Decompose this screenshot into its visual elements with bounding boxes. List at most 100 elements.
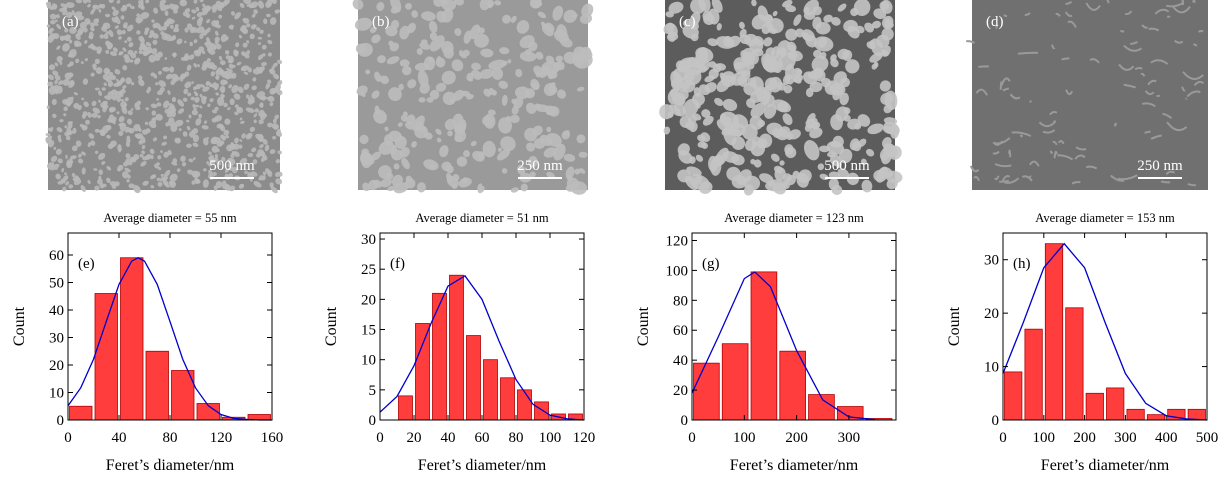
- bar: [70, 406, 93, 420]
- bar: [450, 275, 464, 420]
- x-tick-label: 0: [688, 430, 696, 446]
- histogram-chart: Average diameter = 51 nm 0 20 40 60 80 100 120 0…: [323, 211, 595, 474]
- particle: [966, 41, 974, 43]
- bar: [535, 402, 549, 420]
- bar: [467, 336, 481, 420]
- bar: [1107, 388, 1124, 420]
- y-tick-label: 10: [361, 353, 376, 369]
- x-tick-label: 120: [573, 430, 596, 446]
- x-tick-label: 80: [163, 430, 178, 446]
- bar: [1066, 308, 1083, 420]
- scale-bar-label: 250 nm: [517, 158, 563, 174]
- sem-image: (c) 500 nm: [658, 0, 904, 197]
- particle: [1135, 68, 1142, 69]
- y-axis-label: Count: [635, 306, 652, 346]
- bar: [95, 294, 118, 421]
- scale-bar-label: 500 nm: [824, 158, 870, 174]
- y-tick-label: 30: [984, 253, 999, 269]
- particle: [1188, 184, 1196, 185]
- x-tick-label: 0: [64, 430, 72, 446]
- y-tick-label: 20: [361, 292, 376, 308]
- x-axis-label: Feret’s diameter/nm: [1041, 457, 1170, 474]
- particle: [1193, 0, 1195, 2]
- x-tick-label: 160: [261, 430, 284, 446]
- x-tick-label: 40: [441, 430, 456, 446]
- chart-title: Average diameter = 123 nm: [724, 211, 864, 225]
- bar: [501, 378, 515, 420]
- y-tick-label: 40: [49, 303, 64, 319]
- particle: [1115, 123, 1116, 126]
- y-tick-label: 15: [361, 323, 376, 339]
- bar: [433, 293, 447, 420]
- panel-label: (f): [390, 256, 405, 272]
- x-tick-label: 120: [210, 430, 233, 446]
- x-tick-label: 300: [1114, 430, 1137, 446]
- particle: [172, 158, 177, 163]
- y-axis-label: Count: [11, 306, 28, 346]
- y-tick-label: 20: [984, 306, 999, 322]
- x-tick-label: 80: [509, 430, 524, 446]
- chart-title: Average diameter = 51 nm: [415, 211, 548, 225]
- bar: [1086, 393, 1103, 420]
- particle: [579, 152, 588, 158]
- y-tick-label: 60: [49, 248, 64, 264]
- scale-bar-label: 250 nm: [1137, 158, 1183, 174]
- particle: [999, 181, 1009, 182]
- chart-title: Average diameter = 153 nm: [1035, 211, 1175, 225]
- y-tick-label: 5: [369, 383, 377, 399]
- x-tick-label: 300: [838, 430, 861, 446]
- bar: [518, 390, 532, 420]
- particle: [1107, 1, 1108, 4]
- panel-label: (d): [986, 14, 1004, 30]
- panel-label: (c): [679, 14, 696, 30]
- x-tick-label: 400: [1155, 430, 1178, 446]
- bar: [1025, 329, 1042, 420]
- y-axis-label: Count: [946, 306, 963, 346]
- x-tick-label: 100: [1033, 430, 1056, 446]
- plot-frame: [380, 233, 584, 420]
- x-tick-label: 60: [475, 430, 490, 446]
- y-tick-label: 80: [673, 293, 688, 309]
- particle: [1001, 82, 1002, 89]
- particle: [91, 113, 97, 118]
- particle: [240, 184, 244, 187]
- chart-title: Average diameter = 55 nm: [103, 211, 236, 225]
- particle: [1161, 181, 1170, 182]
- panel-label: (h): [1013, 256, 1031, 272]
- y-tick-label: 10: [49, 386, 64, 402]
- sem-image: (b)250 nm: [350, 0, 595, 195]
- y-tick-label: 50: [49, 276, 64, 292]
- bar: [722, 344, 748, 420]
- y-axis-label: Count: [323, 306, 340, 346]
- sem-image: (d) 250 nm: [966, 0, 1208, 190]
- x-tick-label: 40: [112, 430, 127, 446]
- x-tick-label: 200: [785, 430, 808, 446]
- particle: [1004, 15, 1007, 16]
- panel-label: (g): [702, 256, 720, 272]
- bar: [1147, 415, 1164, 420]
- x-tick-label: 0: [376, 430, 384, 446]
- x-tick-label: 0: [999, 430, 1007, 446]
- panel-label: (e): [78, 256, 95, 272]
- histogram-chart: Average diameter = 153 nm 0 100 200 300 400 50…: [946, 211, 1218, 474]
- y-tick-label: 0: [681, 413, 689, 429]
- x-tick-label: 500: [1196, 430, 1219, 446]
- bar: [1005, 372, 1022, 420]
- y-tick-label: 0: [57, 413, 65, 429]
- particle: [1009, 151, 1010, 158]
- y-tick-label: 120: [666, 233, 689, 249]
- particle: [1051, 151, 1052, 153]
- x-axis-label: Feret’s diameter/nm: [106, 457, 235, 474]
- y-tick-label: 0: [369, 413, 377, 429]
- particle: [1018, 53, 1038, 54]
- y-tick-label: 30: [361, 232, 376, 248]
- scale-bar-label: 500 nm: [209, 158, 255, 174]
- y-tick-label: 100: [666, 263, 689, 279]
- y-tick-label: 30: [49, 331, 64, 347]
- particle: [1030, 100, 1031, 102]
- x-tick-label: 200: [1073, 430, 1096, 446]
- y-tick-label: 20: [673, 383, 688, 399]
- x-tick-label: 100: [539, 430, 562, 446]
